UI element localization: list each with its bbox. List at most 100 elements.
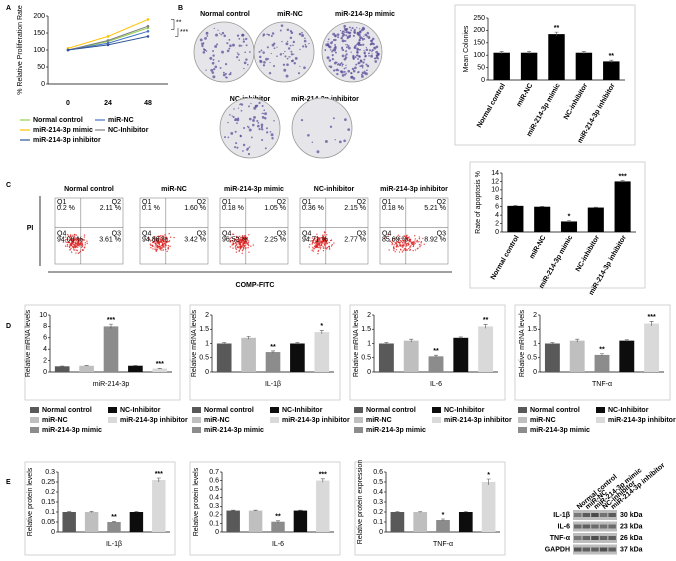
event [156, 239, 158, 241]
event [326, 237, 328, 240]
event [235, 248, 238, 251]
colony [264, 112, 268, 116]
error-bar [60, 365, 65, 367]
frame [24, 304, 181, 401]
bar [128, 365, 143, 372]
x-tick-label: miR-NC [529, 234, 548, 260]
frame [354, 461, 506, 556]
event [401, 246, 404, 248]
event [169, 245, 171, 248]
flow-plot [139, 197, 209, 265]
colony [344, 28, 348, 31]
plate-title: Normal control [200, 11, 250, 18]
quadrant-value: 8.92 % [424, 237, 446, 244]
legend-label: miR-214-3p inhibitor [120, 417, 188, 424]
event [243, 243, 245, 245]
colony [341, 35, 344, 38]
error-bar [409, 338, 414, 343]
event [239, 241, 241, 244]
colony [271, 137, 274, 140]
event [414, 240, 416, 242]
legend-label: miR-214-3p inhibitor [33, 137, 101, 144]
error-bar [600, 353, 604, 357]
y-tick-label: 1.5 [361, 326, 371, 333]
point [146, 35, 150, 38]
x-tick-label: NC-inhibitor [563, 82, 589, 121]
significance: ** [111, 514, 117, 521]
colony [222, 71, 225, 74]
legend-label: miR-214-3p inhibitor [608, 417, 676, 424]
event [395, 249, 398, 251]
colony [364, 72, 368, 76]
colony [213, 27, 215, 30]
event [410, 241, 413, 244]
legend-swatch [432, 417, 441, 423]
colony [289, 36, 293, 40]
event [238, 246, 240, 248]
colony [369, 36, 371, 38]
event [238, 239, 240, 241]
event [328, 241, 330, 244]
event [73, 233, 76, 236]
event [234, 241, 237, 244]
event [233, 240, 236, 243]
quadrant-value: 94.71 % [302, 237, 328, 244]
colony [290, 31, 294, 35]
error-bar [458, 336, 463, 339]
quadrant-name: Q3 [112, 231, 121, 238]
legend-swatch [596, 417, 605, 423]
colony [361, 26, 365, 30]
y-axis-label: Relative mRNA levels [25, 309, 32, 377]
colony [282, 63, 286, 66]
colony [258, 128, 261, 131]
colony [341, 54, 345, 58]
event [396, 238, 398, 240]
colony [238, 44, 242, 47]
event [74, 246, 77, 249]
event [79, 250, 82, 253]
colony [329, 41, 333, 45]
colony [291, 59, 295, 62]
significance: * [320, 323, 323, 330]
quadrant-name: Q4 [142, 231, 151, 238]
colony [222, 73, 226, 77]
event [246, 239, 248, 241]
event [150, 239, 152, 242]
y-tick-label: 200 [33, 13, 45, 20]
error-bar [395, 511, 400, 513]
event [311, 237, 314, 239]
colony [362, 61, 365, 64]
colony [335, 61, 337, 63]
event [75, 243, 77, 246]
colony [332, 117, 335, 120]
colony [262, 33, 266, 36]
event [420, 242, 422, 244]
event [81, 242, 83, 244]
y-tick-label: 0.5 [373, 479, 383, 486]
event [74, 237, 76, 239]
event [239, 243, 242, 246]
plate [253, 21, 315, 83]
legend-swatch [354, 417, 363, 423]
quadrant-value: 3.61 % [99, 237, 121, 244]
colony [270, 133, 274, 137]
bar [493, 52, 510, 80]
colony [267, 33, 271, 36]
bar [520, 52, 538, 80]
event [76, 241, 79, 243]
event [321, 234, 324, 237]
event [409, 248, 412, 251]
y-tick-label: 1.5 [199, 326, 209, 333]
event [69, 234, 72, 236]
event [81, 238, 83, 240]
bar [241, 337, 256, 372]
colony [240, 109, 243, 112]
band [599, 513, 608, 517]
quadrant-name: Q3 [277, 231, 286, 238]
band [591, 513, 599, 517]
colony [235, 142, 238, 145]
bar [216, 343, 232, 372]
event [244, 237, 247, 240]
x-axis-label: IL-1β [265, 381, 281, 388]
event [319, 248, 322, 250]
